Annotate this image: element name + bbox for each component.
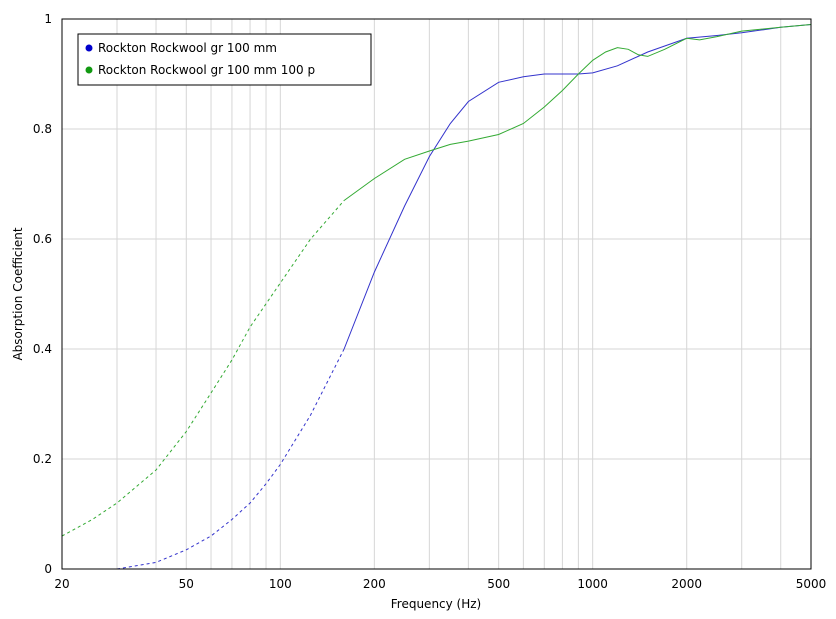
legend-marker-series-1 xyxy=(85,44,93,52)
x-tick-label: 5000 xyxy=(796,577,827,591)
legend: Rockton Rockwool gr 100 mm Rockton Rockw… xyxy=(77,33,372,86)
y-tick-label: 0.8 xyxy=(33,122,52,136)
x-tick-label: 20 xyxy=(54,577,69,591)
legend-label-series-1: Rockton Rockwool gr 100 mm xyxy=(98,41,277,55)
x-tick-label: 500 xyxy=(487,577,510,591)
legend-label-series-2: Rockton Rockwool gr 100 mm 100 p xyxy=(98,63,315,77)
y-tick-label: 0 xyxy=(44,562,52,576)
plot-frame xyxy=(61,18,812,570)
y-tick-label: 0.4 xyxy=(33,342,52,356)
y-tick-label: 0.2 xyxy=(33,452,52,466)
y-tick-label: 1 xyxy=(44,12,52,26)
legend-box xyxy=(77,33,372,86)
series-2-line xyxy=(343,24,812,201)
x-tick-label: 200 xyxy=(363,577,386,591)
tick-labels: 20 50 100 200 500 1000 2000 5000 0 0.2 0.4 0.6 0.8 1 xyxy=(33,12,826,591)
series-2-extrapolated-line xyxy=(61,200,345,537)
x-axis-title: Frequency (Hz) xyxy=(391,597,482,611)
y-axis-title: Absorption Coefficient xyxy=(11,227,25,360)
y-tick-label: 0.6 xyxy=(33,232,52,246)
x-tick-label: 50 xyxy=(179,577,194,591)
x-tick-label: 1000 xyxy=(577,577,608,591)
series-1-extrapolated-line xyxy=(116,348,345,570)
x-tick-label: 2000 xyxy=(671,577,702,591)
legend-marker-series-2 xyxy=(85,66,93,74)
grid xyxy=(61,18,812,570)
series-1-line xyxy=(343,24,812,350)
series-layer xyxy=(61,24,812,570)
x-tick-label: 100 xyxy=(269,577,292,591)
